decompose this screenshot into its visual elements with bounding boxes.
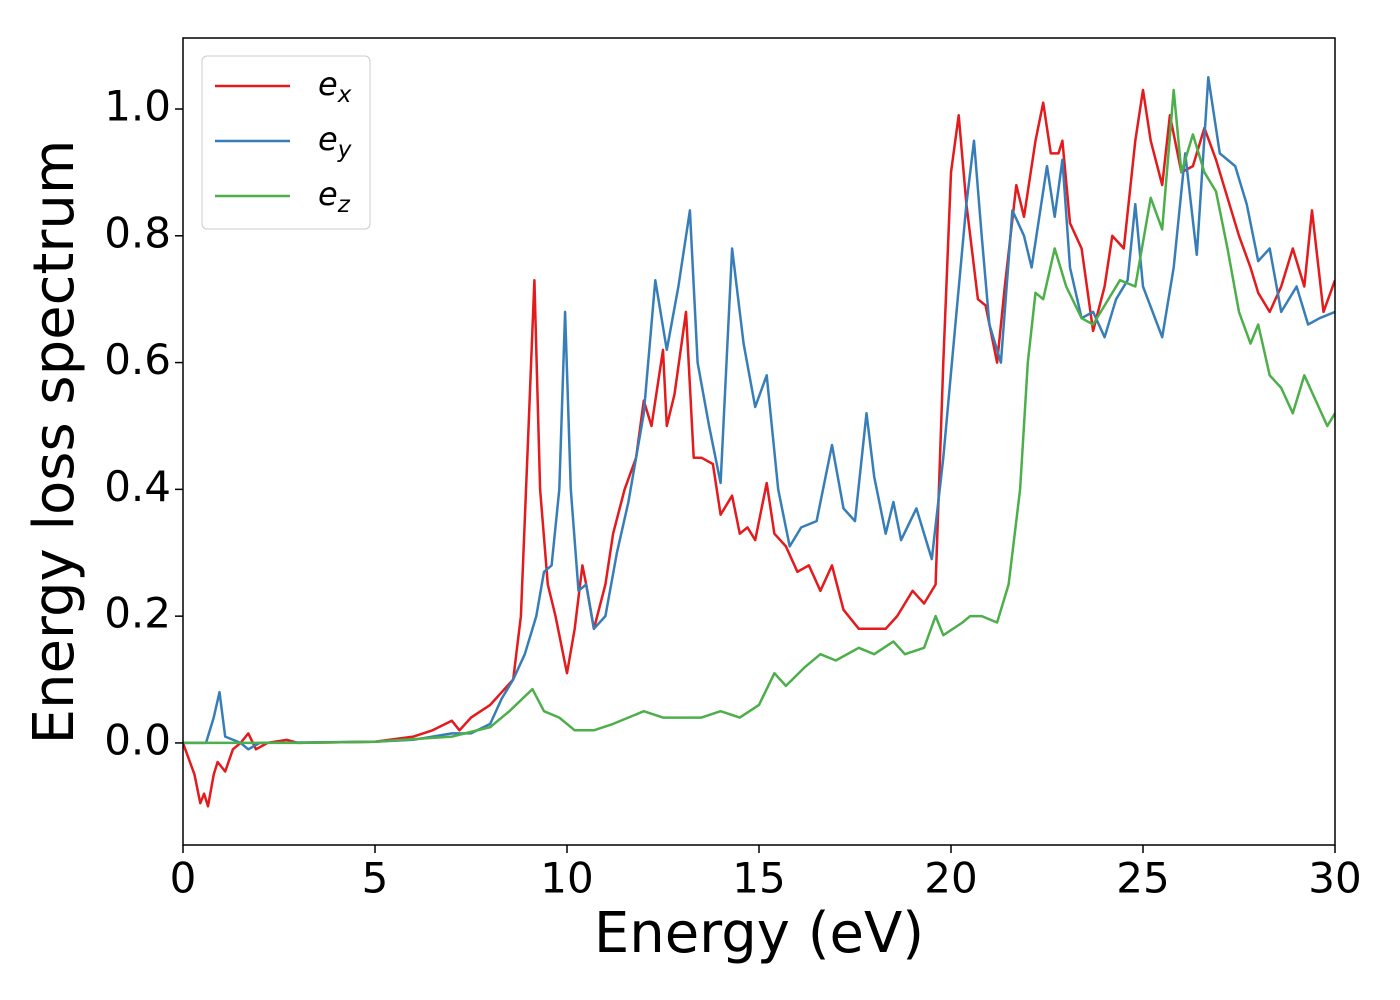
y-tick-label: 0.8 [104, 208, 171, 257]
series-line [183, 88, 1335, 745]
legend-label: ey [318, 120, 352, 163]
x-tick-label: 15 [732, 854, 785, 903]
legend-label: ex [318, 65, 352, 108]
y-tick-label: 0.0 [104, 715, 171, 764]
series-line [183, 76, 1335, 751]
legend-box [201, 55, 371, 230]
y-axis-label: Energy loss spectrum [22, 140, 87, 745]
y-tick-label: 0.4 [104, 462, 171, 511]
x-tick-label: 25 [1116, 854, 1169, 903]
x-tick-label: 20 [924, 854, 977, 903]
y-tick-label: 1.0 [104, 82, 171, 131]
legend-label: ez [318, 175, 351, 218]
x-tick-label: 30 [1308, 854, 1361, 903]
y-tick-label: 0.2 [104, 589, 171, 638]
y-tick-label: 0.6 [104, 335, 171, 384]
series-line [183, 88, 1335, 808]
x-tick-label: 5 [362, 854, 389, 903]
x-axis-label: Energy (eV) [594, 901, 924, 966]
x-tick-label: 10 [540, 854, 593, 903]
plot-lines [183, 76, 1335, 808]
x-tick-label: 0 [170, 854, 197, 903]
